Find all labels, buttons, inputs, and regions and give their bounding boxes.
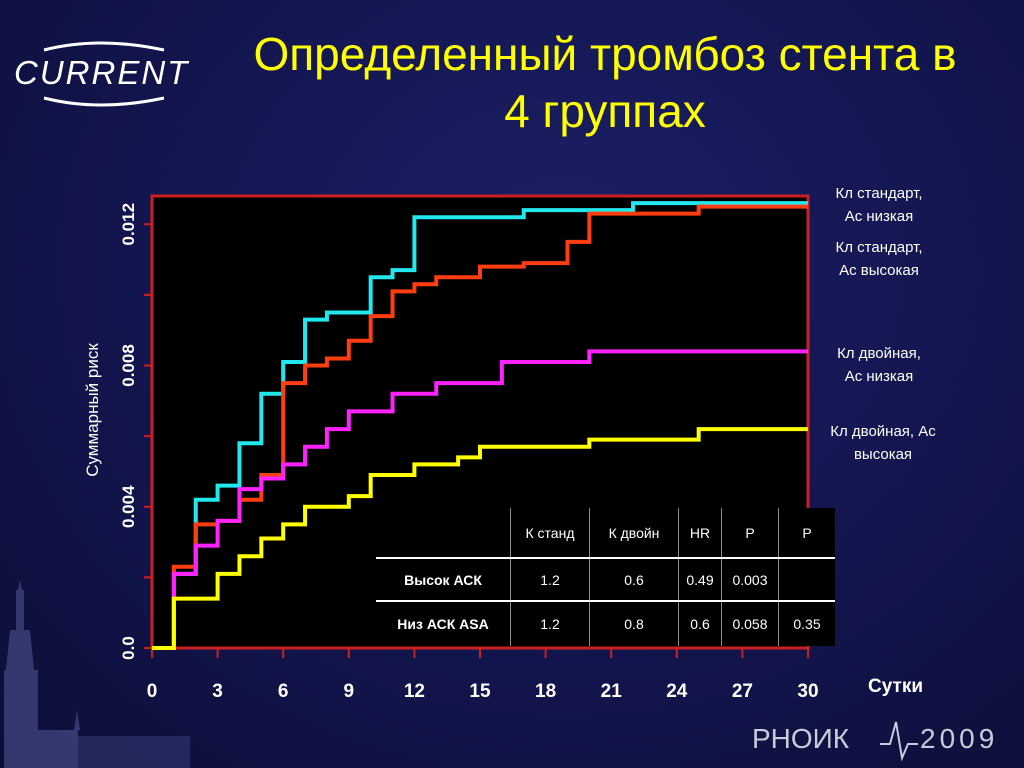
tower-silhouette-icon (4, 580, 190, 768)
footer-year: 2009 (920, 723, 998, 754)
x-axis-label: Сутки (868, 676, 924, 697)
x-tick-label: 18 (535, 681, 556, 702)
footer-brand: РНОИК (752, 723, 850, 754)
logo-swoosh-icon (43, 41, 165, 107)
table-cell: 1.2 (510, 558, 590, 602)
stats-table: К станд К двойн HR P P Высок АСК 1.2 0.6… (376, 508, 835, 646)
x-tick-label: 27 (732, 681, 753, 702)
table-header-cell (376, 508, 511, 558)
x-tick-label: 15 (469, 681, 491, 702)
table-header-cell: К двойн (589, 508, 679, 558)
table-row: Высок АСК 1.2 0.6 0.49 0.003 (376, 558, 835, 602)
table-row-label: Высок АСК (376, 558, 511, 602)
legend-item-orange-line1: Кл стандарт, (835, 239, 923, 256)
legend-item-yellow-line2: высокая (853, 446, 913, 463)
y-tick-label: 0.0 (119, 636, 138, 660)
legend-item-yellow-line1: Кл двойная, Ас (830, 423, 936, 440)
table-header-cell: P (721, 508, 779, 558)
legend-item-magenta: Кл двойная, Ас низкая (808, 342, 950, 388)
table-cell: 0.35 (778, 601, 835, 646)
table-cell: 0.8 (589, 601, 679, 646)
rhoik-2009-logo: РНОИК 2009 (752, 721, 998, 762)
legend-item-yellow: Кл двойная, Ас высокая (808, 420, 958, 466)
table-cell (778, 558, 835, 602)
table-cell: 0.058 (721, 601, 779, 646)
table-header-row: К станд К двойн HR P P (376, 508, 835, 558)
logo-text: CURRENT (14, 54, 190, 91)
current-logo: CURRENT (14, 40, 190, 110)
table-header-cell: HR (678, 508, 722, 558)
y-tick-label: 0.012 (119, 203, 138, 246)
table-header-cell: P (778, 508, 835, 558)
x-tick-label: 6 (278, 681, 289, 702)
legend-item-orange-line2: Ас высокая (839, 262, 919, 279)
legend-item-magenta-line1: Кл двойная, (837, 345, 921, 362)
table-cell: 0.6 (678, 601, 722, 646)
series-line-3 (152, 349, 808, 650)
table-header-cell: К станд (510, 508, 590, 558)
x-tick-label: 12 (404, 681, 425, 702)
legend-item-magenta-line2: Ас низкая (844, 368, 914, 385)
series-line-1 (152, 201, 808, 650)
table-row-label: Низ АСК ASA (397, 616, 489, 632)
x-tick-label: 0 (147, 681, 158, 702)
legend-item-cyan-line1: Кл стандарт, (835, 185, 923, 202)
table-cell: 1.2 (510, 601, 590, 646)
table-cell: 0.6 (589, 558, 679, 602)
table-cell: 0.003 (721, 558, 779, 602)
title-line-2: 4 группах (504, 85, 706, 137)
y-axis-label: Суммарный риск (83, 343, 102, 477)
x-tick-label: 24 (666, 681, 688, 702)
legend-item-cyan: Кл стандарт, Ас низкая (808, 182, 950, 228)
table-row: Низ АСК ASA 1.2 0.8 0.6 0.058 0.35 (376, 601, 835, 646)
y-tick-label: 0.008 (119, 344, 138, 387)
legend-item-orange: Кл стандарт, Ас высокая (808, 236, 950, 282)
pulse-icon (880, 721, 918, 762)
title-line-1: Определенный тромбоз стента в (253, 28, 957, 80)
series-line-4 (152, 427, 808, 650)
y-tick-label: 0.004 (119, 485, 138, 528)
x-tick-label: 21 (601, 681, 623, 702)
x-tick-label: 3 (212, 681, 223, 702)
table-cell: 0.49 (678, 558, 722, 602)
legend-item-cyan-line2: Ас низкая (844, 208, 914, 225)
x-tick-label: 30 (797, 681, 818, 702)
slide-title: Определенный тромбоз стента в 4 группах (200, 26, 1010, 140)
x-tick-label: 9 (344, 681, 355, 702)
